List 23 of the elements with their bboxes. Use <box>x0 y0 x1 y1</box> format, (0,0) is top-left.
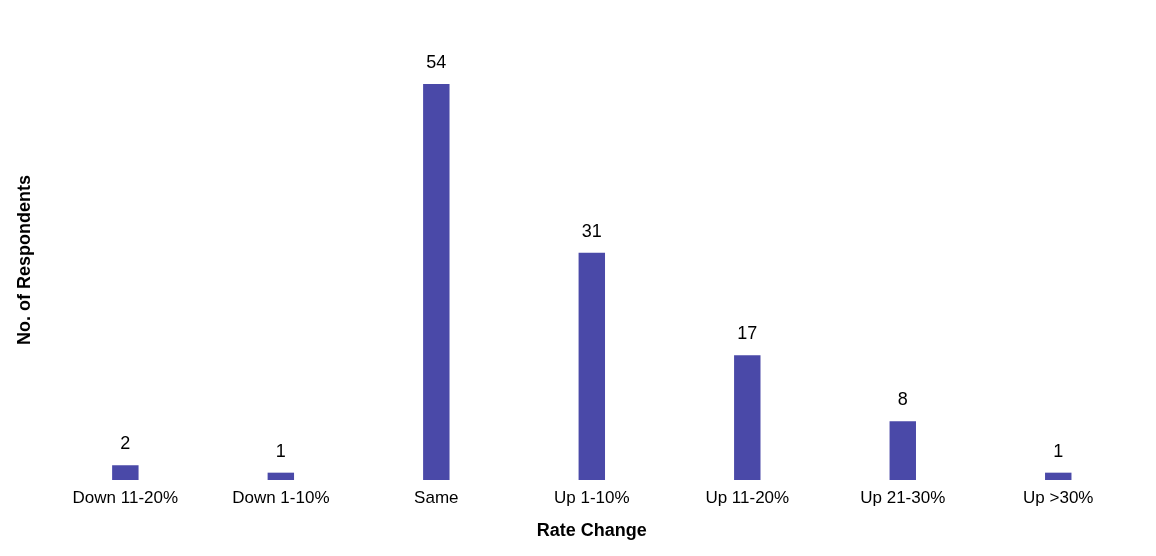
bar <box>734 355 761 480</box>
x-tick-label: Up >30% <box>1023 487 1094 507</box>
x-tick-label: Up 21-30% <box>860 487 946 507</box>
bar <box>578 252 606 480</box>
y-axis-title: No. of Respondents <box>13 175 34 345</box>
bar <box>1045 472 1072 480</box>
bar <box>423 84 450 480</box>
x-axis-title: Rate Change <box>536 520 647 541</box>
data-label: 1 <box>1053 440 1064 461</box>
x-tick-label: Up 1-10% <box>554 487 630 507</box>
data-label: 17 <box>737 323 758 344</box>
x-tick-label: Down 1-10% <box>232 487 330 507</box>
data-label: 8 <box>897 389 908 410</box>
bar <box>267 472 295 480</box>
x-tick-label: Up 11-20% <box>705 487 790 507</box>
bar <box>889 421 916 480</box>
data-label: 31 <box>581 220 602 241</box>
x-tick-label: Down 11-20% <box>72 487 179 507</box>
data-label: 54 <box>426 51 447 72</box>
data-label: 1 <box>275 440 286 461</box>
data-label: 2 <box>120 433 131 454</box>
x-tick-label: Same <box>414 487 459 507</box>
bar <box>112 465 139 480</box>
